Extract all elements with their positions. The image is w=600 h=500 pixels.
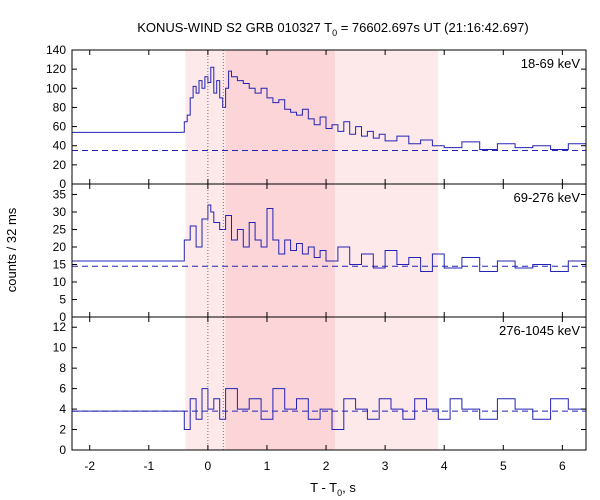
x-tick-label: 5 xyxy=(500,459,507,473)
panel-frame xyxy=(71,316,587,451)
light-curve-0 xyxy=(72,66,587,150)
y-tick-label: 0 xyxy=(59,443,66,457)
shaded-interval-1 xyxy=(225,50,335,450)
energy-band-label: 276-1045 keV xyxy=(499,323,580,338)
y-tick-label: 35 xyxy=(53,188,67,202)
light-curve-2 xyxy=(72,388,587,430)
y-axis-label: counts / 32 ms xyxy=(4,207,19,292)
x-tick-label: 6 xyxy=(559,459,566,473)
y-tick-label: 0 xyxy=(59,177,66,191)
x-tick-label: -1 xyxy=(143,459,154,473)
y-tick-label: 2 xyxy=(59,423,66,437)
x-tick-label: 4 xyxy=(441,459,448,473)
y-tick-label: 30 xyxy=(53,205,67,219)
y-tick-label: 20 xyxy=(53,240,67,254)
y-tick-label: 100 xyxy=(46,81,66,95)
chart-title: KONUS-WIND S2 GRB 010327 T0 = 76602.697s… xyxy=(137,20,529,38)
x-tick-label: 2 xyxy=(323,459,330,473)
y-tick-label: 25 xyxy=(53,223,67,237)
light-curve-1 xyxy=(72,204,587,272)
energy-band-label: 69-276 keV xyxy=(514,190,581,205)
y-tick-label: 15 xyxy=(53,258,67,272)
x-tick-label: 1 xyxy=(264,459,271,473)
y-tick-label: 4 xyxy=(59,402,66,416)
y-tick-label: 20 xyxy=(53,158,67,172)
y-tick-label: 140 xyxy=(46,43,66,57)
y-tick-label: 0 xyxy=(59,310,66,324)
energy-band-label: 18-69 keV xyxy=(521,56,581,71)
y-tick-label: 10 xyxy=(53,341,67,355)
y-tick-label: 5 xyxy=(59,293,66,307)
x-axis-label: T - T0, s xyxy=(310,480,356,498)
y-tick-label: 12 xyxy=(53,320,67,334)
y-tick-label: 80 xyxy=(53,100,67,114)
y-tick-label: 8 xyxy=(59,361,66,375)
x-tick-label: -2 xyxy=(84,459,95,473)
y-tick-label: 10 xyxy=(53,275,67,289)
y-tick-label: 6 xyxy=(59,382,66,396)
x-tick-label: 0 xyxy=(205,459,212,473)
x-tick-label: 3 xyxy=(382,459,389,473)
y-tick-label: 40 xyxy=(53,139,67,153)
y-tick-label: 60 xyxy=(53,120,67,134)
y-tick-label: 120 xyxy=(46,62,66,76)
